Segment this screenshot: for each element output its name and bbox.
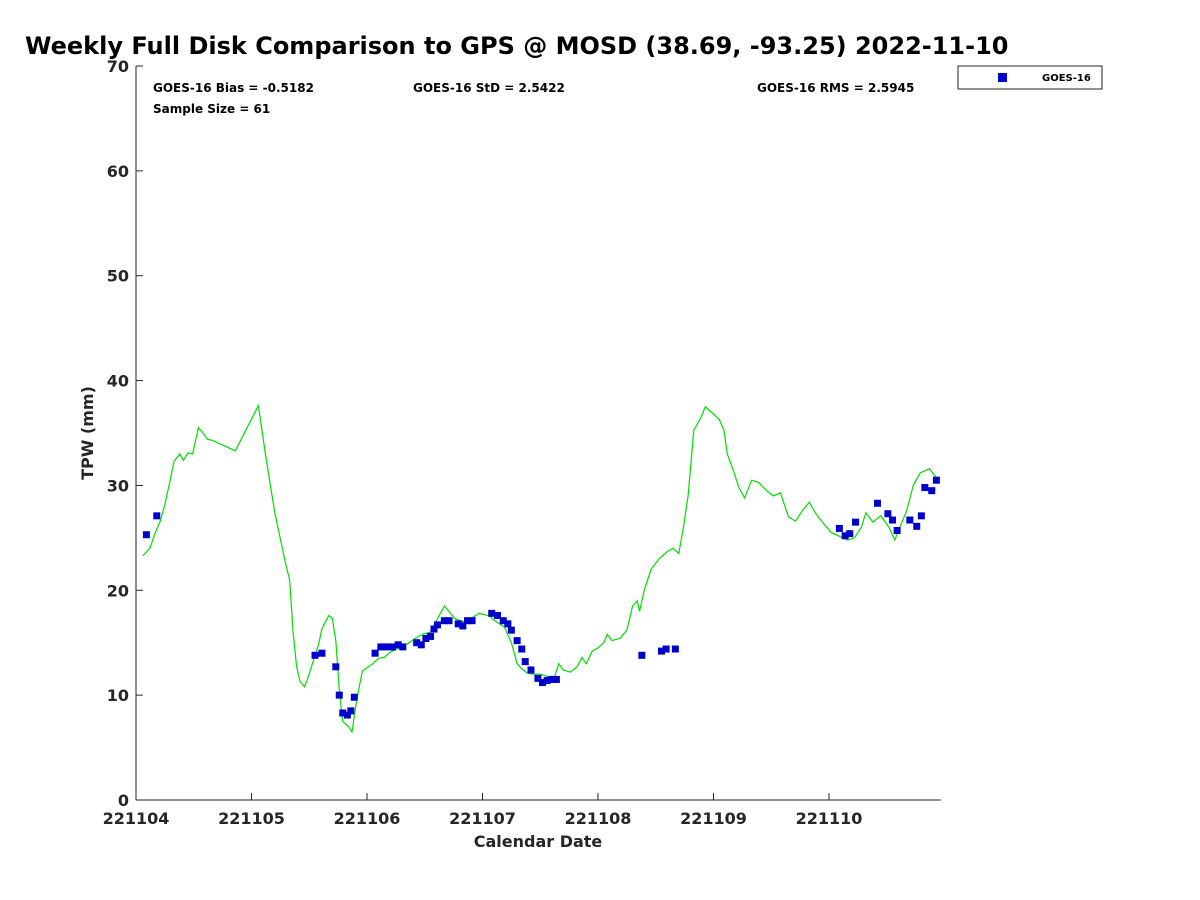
goes16-point	[394, 641, 402, 649]
goes16-point	[504, 620, 512, 628]
goes16-point	[913, 522, 921, 530]
plot-area: 0 10 20 30 40 50 60 70 221104 221105 221106 221107…	[103, 57, 941, 828]
goes16-point	[463, 617, 471, 625]
goes16-point	[433, 621, 441, 629]
goes16-point	[846, 530, 854, 538]
y-tick-label: 50	[107, 267, 129, 286]
stats-annotations: GOES-16 Bias = -0.5182 GOES-16 StD = 2.5…	[153, 81, 914, 116]
goes16-point	[454, 620, 462, 628]
legend: GOES-16	[957, 65, 1103, 90]
goes16-point	[841, 532, 849, 540]
goes16-point	[521, 658, 529, 666]
goes16-point	[339, 709, 347, 717]
goes16-point	[873, 499, 881, 507]
x-tick-label: 221104	[103, 809, 170, 828]
goes16-point	[440, 617, 448, 625]
x-ticks: 221104 221105 221106 221107 221108 221109 2211…	[103, 793, 863, 828]
goes16-point	[371, 649, 379, 657]
goes16-point	[932, 476, 940, 484]
y-axis-title: TPW (mm)	[78, 386, 97, 480]
goes16-point	[917, 512, 925, 520]
goes16-point	[383, 643, 391, 651]
x-tick-label: 221108	[565, 809, 632, 828]
legend-label-goes16: GOES-16	[1042, 73, 1091, 84]
goes16-point	[852, 518, 860, 526]
goes16-point	[493, 611, 501, 619]
y-tick-label: 40	[107, 372, 129, 391]
goes16-point	[399, 643, 407, 651]
legend-box	[957, 65, 1103, 90]
plot-frame	[136, 66, 941, 800]
x-tick-label: 221109	[680, 809, 747, 828]
goes16-point	[311, 651, 319, 659]
goes16-point	[422, 635, 430, 643]
goes16-point	[513, 637, 521, 645]
goes16-point	[430, 625, 438, 633]
goes16-point	[893, 527, 901, 535]
goes16-point	[335, 691, 343, 699]
x-tick-label: 221106	[334, 809, 401, 828]
y-tick-label: 60	[107, 162, 129, 181]
goes16-point	[445, 617, 453, 625]
series-layer	[142, 403, 940, 734]
goes16-point	[488, 609, 496, 617]
goes16-point	[548, 675, 556, 683]
rms-annotation: GOES-16 RMS = 2.5945	[757, 81, 914, 95]
goes16-point	[343, 711, 351, 719]
y-tick-label: 20	[107, 581, 129, 600]
y-tick-label: 10	[107, 686, 129, 705]
x-tick-label: 221105	[218, 809, 285, 828]
goes16-point	[350, 693, 358, 701]
sample-size-annotation: Sample Size = 61	[153, 102, 270, 116]
goes16-point	[459, 622, 467, 630]
bias-annotation: GOES-16 Bias = -0.5182	[153, 81, 314, 95]
goes16-point	[468, 617, 476, 625]
goes16-point	[377, 643, 385, 651]
goes16-point	[638, 651, 646, 659]
goes16-point	[318, 649, 326, 657]
goes16-point	[417, 641, 425, 649]
goes16-point	[534, 674, 542, 682]
goes16-point	[658, 647, 666, 655]
goes16-point	[347, 707, 355, 715]
goes16-point	[921, 484, 929, 492]
x-tick-label: 221107	[449, 809, 516, 828]
goes16-point	[499, 617, 507, 625]
goes16-point	[835, 524, 843, 532]
y-tick-label: 30	[107, 476, 129, 495]
goes16-point	[662, 645, 670, 653]
goes16-point	[142, 531, 150, 539]
goes16-point	[906, 516, 914, 524]
goes16-point	[518, 645, 526, 653]
goes16-point	[539, 679, 547, 687]
y-tick-label: 0	[118, 791, 129, 810]
y-ticks: 0 10 20 30 40 50 60 70	[107, 57, 143, 810]
gps-line	[142, 403, 940, 734]
goes16-point	[153, 512, 161, 520]
x-tick-label: 221110	[796, 809, 863, 828]
goes16-point	[527, 666, 535, 674]
goes16-point	[671, 645, 679, 653]
std-annotation: GOES-16 StD = 2.5422	[413, 81, 565, 95]
chart-title: Weekly Full Disk Comparison to GPS @ MOS…	[25, 32, 1008, 60]
goes16-point	[552, 675, 560, 683]
goes16-point	[888, 516, 896, 524]
y-tick-label: 70	[107, 57, 129, 76]
x-axis-title: Calendar Date	[474, 832, 603, 851]
goes16-point	[884, 510, 892, 518]
goes16-point	[427, 632, 435, 640]
goes16-point	[332, 663, 340, 671]
goes16-point	[507, 626, 515, 634]
legend-marker-goes16	[998, 73, 1007, 82]
goes16-point	[388, 643, 396, 651]
goes16-point	[543, 676, 551, 684]
goes16-point	[413, 639, 421, 647]
goes16-point	[928, 487, 936, 495]
